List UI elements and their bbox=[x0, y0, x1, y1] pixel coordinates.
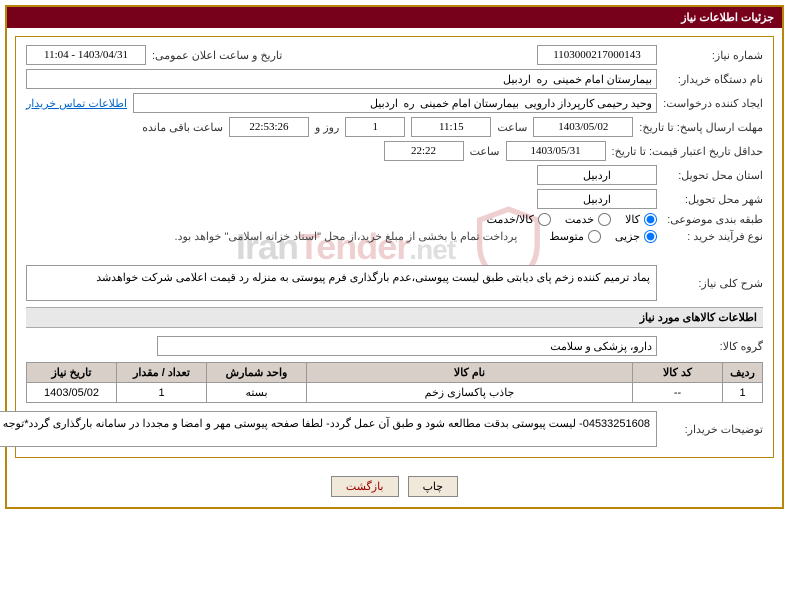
th-unit: واحد شمارش bbox=[207, 363, 307, 383]
countdown-hms-field bbox=[229, 117, 309, 137]
hour-label-2: ساعت bbox=[470, 145, 500, 158]
td-unit: بسته bbox=[207, 383, 307, 403]
td-name: جاذب پاکسازی زخم bbox=[307, 383, 633, 403]
need-no-label: شماره نیاز: bbox=[663, 49, 763, 62]
td-code: -- bbox=[633, 383, 723, 403]
th-name: نام کالا bbox=[307, 363, 633, 383]
td-row: 1 bbox=[723, 383, 763, 403]
countdown-days-field bbox=[345, 117, 405, 137]
class-both-label: کالا/خدمت bbox=[487, 213, 534, 226]
delivery-province-label: استان محل تحویل: bbox=[663, 169, 763, 182]
delivery-city-label: شهر محل تحویل: bbox=[663, 193, 763, 206]
buyer-org-field[interactable] bbox=[26, 69, 657, 89]
th-qty: تعداد / مقدار bbox=[117, 363, 207, 383]
remaining-label: ساعت باقی مانده bbox=[142, 121, 223, 134]
purchase-process-group: جزیی متوسط bbox=[549, 230, 657, 243]
title-bar: جزئیات اطلاعات نیاز bbox=[7, 7, 782, 28]
province-field[interactable] bbox=[537, 165, 657, 185]
class-goods-radio[interactable] bbox=[644, 213, 657, 226]
td-qty: 1 bbox=[117, 383, 207, 403]
announce-dt-label: تاریخ و ساعت اعلان عمومی: bbox=[152, 49, 282, 62]
hour-label-1: ساعت bbox=[497, 121, 527, 134]
response-deadline-label: مهلت ارسال پاسخ: تا تاریخ: bbox=[639, 121, 763, 134]
overall-desc-label: شرح کلی نیاز: bbox=[663, 277, 763, 290]
requester-field[interactable] bbox=[133, 93, 657, 113]
th-date: تاریخ نیاز bbox=[27, 363, 117, 383]
goods-group-label: گروه کالا: bbox=[663, 340, 763, 353]
details-panel: IranTender.net شماره نیاز: تاریخ و ساعت … bbox=[15, 36, 774, 458]
class-goods-label: کالا bbox=[625, 213, 640, 226]
class-service-radio[interactable] bbox=[598, 213, 611, 226]
valid-time-field[interactable] bbox=[384, 141, 464, 161]
table-row: 1 -- جاذب پاکسازی زخم بسته 1 1403/05/02 bbox=[27, 383, 763, 403]
requester-label: ایجاد کننده درخواست: bbox=[663, 97, 763, 110]
main-container: جزئیات اطلاعات نیاز IranTender.net شماره… bbox=[5, 5, 784, 509]
td-date: 1403/05/02 bbox=[27, 383, 117, 403]
announce-dt-field[interactable] bbox=[26, 45, 146, 65]
goods-group-field[interactable] bbox=[157, 336, 657, 356]
city-field[interactable] bbox=[537, 189, 657, 209]
proc-medium-radio[interactable] bbox=[588, 230, 601, 243]
overall-desc-field[interactable]: پماد ترمیم کننده زخم پای دیابتی طبق لیست… bbox=[26, 265, 657, 301]
resp-date-field[interactable] bbox=[533, 117, 633, 137]
button-bar: چاپ بازگشت bbox=[7, 466, 782, 507]
th-code: کد کالا bbox=[633, 363, 723, 383]
print-button[interactable]: چاپ bbox=[408, 476, 459, 497]
proc-partial-label: جزیی bbox=[615, 230, 640, 243]
buyer-notes-field[interactable]: 04533251608- لیست پیوستی بدقت مطالعه شود… bbox=[0, 411, 657, 447]
purchase-process-label: نوع فرآیند خرید : bbox=[663, 230, 763, 243]
th-row: ردیف bbox=[723, 363, 763, 383]
class-service-label: خدمت bbox=[565, 213, 594, 226]
resp-time-field[interactable] bbox=[411, 117, 491, 137]
back-button[interactable]: بازگشت bbox=[331, 476, 399, 497]
need-no-field[interactable] bbox=[537, 45, 657, 65]
subject-class-label: طبقه بندی موضوعی: bbox=[663, 213, 763, 226]
payment-note: پرداخت تمام یا بخشی از مبلغ خرید،از محل … bbox=[175, 230, 518, 243]
valid-date-field[interactable] bbox=[506, 141, 606, 161]
price-validity-label: حداقل تاریخ اعتبار قیمت: تا تاریخ: bbox=[612, 145, 763, 158]
day-and-label: روز و bbox=[315, 121, 339, 134]
class-both-radio[interactable] bbox=[538, 213, 551, 226]
proc-partial-radio[interactable] bbox=[644, 230, 657, 243]
buyer-org-label: نام دستگاه خریدار: bbox=[663, 73, 763, 86]
buyer-notes-label: توضیحات خریدار: bbox=[663, 423, 763, 436]
goods-info-header: اطلاعات کالاهای مورد نیاز bbox=[26, 307, 763, 328]
proc-medium-label: متوسط bbox=[549, 230, 584, 243]
goods-table: ردیف کد کالا نام کالا واحد شمارش تعداد /… bbox=[26, 362, 763, 403]
subject-class-group: کالا خدمت کالا/خدمت bbox=[487, 213, 657, 226]
buyer-contact-link[interactable]: اطلاعات تماس خریدار bbox=[26, 97, 127, 110]
